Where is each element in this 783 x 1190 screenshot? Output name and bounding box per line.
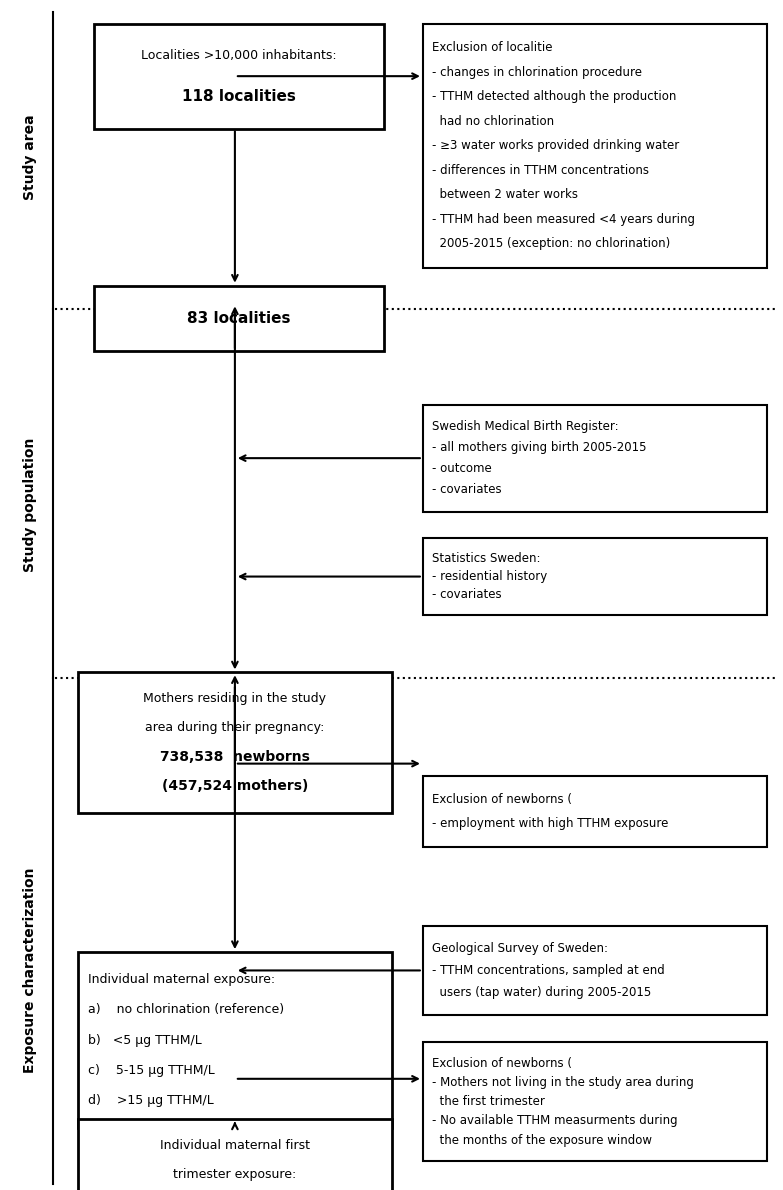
Bar <box>94 286 384 351</box>
Text: a)    no chlorination (reference): a) no chlorination (reference) <box>88 1003 283 1016</box>
Text: Exclusion of localitie: Exclusion of localitie <box>432 42 553 55</box>
Text: c)    5-15 μg TTHM/L: c) 5-15 μg TTHM/L <box>88 1064 215 1077</box>
Text: b)   <5 μg TTHM/L: b) <5 μg TTHM/L <box>88 1034 201 1046</box>
Text: 118 localities: 118 localities <box>182 89 296 104</box>
Text: - covariates: - covariates <box>432 588 502 601</box>
Text: - TTHM had been measured <4 years during: - TTHM had been measured <4 years during <box>432 213 695 226</box>
Bar <box>423 926 767 1015</box>
Bar <box>423 538 767 615</box>
Text: Study population: Study population <box>23 438 37 571</box>
Text: trimester exposure:: trimester exposure: <box>173 1167 297 1180</box>
Text: Exclusion of newborns (: Exclusion of newborns ( <box>432 794 572 806</box>
Text: users (tap water) during 2005-2015: users (tap water) during 2005-2015 <box>432 985 651 998</box>
Text: d)    >15 μg TTHM/L: d) >15 μg TTHM/L <box>88 1095 214 1108</box>
Text: - covariates: - covariates <box>432 483 502 496</box>
Text: between 2 water works: between 2 water works <box>432 188 578 201</box>
Text: Study area: Study area <box>23 114 37 200</box>
Bar <box>423 24 767 268</box>
Text: the months of the exposure window: the months of the exposure window <box>432 1134 652 1146</box>
Bar <box>78 952 392 1128</box>
Bar <box>78 1119 392 1190</box>
Text: had no chlorination: had no chlorination <box>432 114 554 127</box>
Text: 738,538  newborns: 738,538 newborns <box>160 750 310 764</box>
Text: - outcome: - outcome <box>432 462 492 475</box>
Text: - TTHM concentrations, sampled at end: - TTHM concentrations, sampled at end <box>432 964 665 977</box>
Text: Geological Survey of Sweden:: Geological Survey of Sweden: <box>432 942 608 956</box>
Text: - TTHM detected although the production: - TTHM detected although the production <box>432 90 677 104</box>
Text: - ≥3 water works provided drinking water: - ≥3 water works provided drinking water <box>432 139 680 152</box>
Text: Individual maternal exposure:: Individual maternal exposure: <box>88 972 275 985</box>
Text: 2005-2015 (exception: no chlorination): 2005-2015 (exception: no chlorination) <box>432 237 670 250</box>
Text: 83 localities: 83 localities <box>187 311 290 326</box>
Text: Mothers residing in the study: Mothers residing in the study <box>143 693 327 706</box>
Text: - differences in TTHM concentrations: - differences in TTHM concentrations <box>432 164 649 177</box>
Bar <box>78 672 392 813</box>
Text: - employment with high TTHM exposure: - employment with high TTHM exposure <box>432 818 669 829</box>
Text: Localities >10,000 inhabitants:: Localities >10,000 inhabitants: <box>141 50 337 62</box>
Text: Individual maternal first: Individual maternal first <box>160 1139 310 1152</box>
Text: Swedish Medical Birth Register:: Swedish Medical Birth Register: <box>432 420 619 433</box>
Text: area during their pregnancy:: area during their pregnancy: <box>145 721 325 734</box>
Text: (457,524 mothers): (457,524 mothers) <box>162 779 308 794</box>
Bar <box>94 24 384 129</box>
Text: - residential history: - residential history <box>432 570 547 583</box>
Bar <box>423 405 767 512</box>
Text: Exclusion of newborns (: Exclusion of newborns ( <box>432 1058 572 1070</box>
Text: - all mothers giving birth 2005-2015: - all mothers giving birth 2005-2015 <box>432 441 647 455</box>
Text: the first trimester: the first trimester <box>432 1096 545 1108</box>
Bar <box>423 776 767 847</box>
Text: Statistics Sweden:: Statistics Sweden: <box>432 552 541 565</box>
Text: - Mothers not living in the study area during: - Mothers not living in the study area d… <box>432 1077 694 1089</box>
Text: - changes in chlorination procedure: - changes in chlorination procedure <box>432 65 642 79</box>
Text: - No available TTHM measurments during: - No available TTHM measurments during <box>432 1115 678 1127</box>
Bar <box>423 1042 767 1161</box>
Text: Exposure characterization: Exposure characterization <box>23 868 37 1072</box>
